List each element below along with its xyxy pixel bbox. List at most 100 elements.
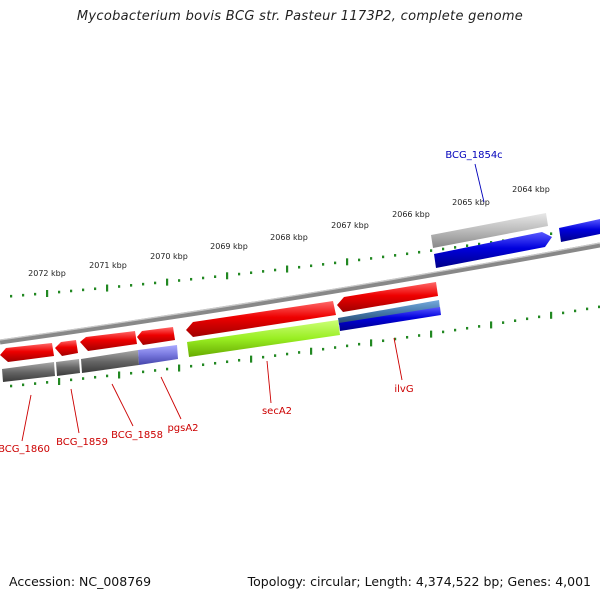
feature-gray-1858[interactable] <box>81 350 139 373</box>
gene-bcg-1854c[interactable] <box>434 232 552 268</box>
leader-line <box>474 163 485 203</box>
leader-line <box>111 383 134 427</box>
minor-tick <box>238 272 241 276</box>
gene-pgsA2[interactable] <box>137 327 175 345</box>
minor-tick <box>382 255 385 259</box>
scale-track: 2072 kbp 2071 kbp 2070 kbp 2069 kbp 2068… <box>10 185 600 388</box>
minor-tick <box>274 354 277 357</box>
scale-label: 2066 kbp <box>392 210 430 219</box>
minor-tick <box>22 293 25 297</box>
minor-tick <box>118 285 121 288</box>
minor-tick <box>34 382 37 385</box>
minor-tick <box>346 344 349 348</box>
feature-gray-1860[interactable] <box>2 362 55 382</box>
major-tick <box>58 378 61 386</box>
gene-label-bcg-1858[interactable]: BCG_1858 <box>111 430 163 441</box>
minor-tick <box>586 307 589 311</box>
minor-tick <box>466 244 469 248</box>
map-title: Mycobacterium bovis BCG str. Pasteur 117… <box>76 9 524 24</box>
minor-tick <box>478 325 481 328</box>
minor-tick <box>382 339 385 343</box>
major-tick <box>106 284 109 292</box>
minor-tick <box>274 268 277 272</box>
major-tick <box>550 311 553 319</box>
scale-label: 2070 kbp <box>150 252 188 261</box>
gene-label-bcg-1859[interactable]: BCG_1859 <box>56 437 108 448</box>
genome-backbone <box>0 242 600 345</box>
feature-gray-1859[interactable] <box>56 359 80 376</box>
scale-label: 2065 kbp <box>452 198 490 207</box>
minor-tick <box>358 342 361 346</box>
minor-tick <box>418 250 421 254</box>
minor-tick <box>322 263 325 266</box>
minor-tick <box>226 360 229 364</box>
major-tick <box>346 258 349 266</box>
minor-tick <box>442 247 445 251</box>
minor-tick <box>10 384 13 388</box>
minor-tick <box>178 279 181 282</box>
minor-tick <box>250 271 253 275</box>
accession-label: Accession: NC_008769 <box>9 574 152 589</box>
scale-label: 2064 kbp <box>512 185 550 194</box>
gene-label-bcg-1860[interactable]: BCG_1860 <box>0 444 50 455</box>
gene-blue-right[interactable] <box>559 219 600 242</box>
major-tick <box>250 355 253 363</box>
minor-tick <box>550 232 553 236</box>
leader-line <box>160 376 182 420</box>
minor-tick <box>202 276 205 280</box>
minor-tick <box>106 374 109 378</box>
minor-tick <box>406 335 409 339</box>
minor-tick <box>334 261 337 265</box>
gene-secA2[interactable] <box>186 301 336 337</box>
feature-green-secA2[interactable] <box>187 320 340 357</box>
minor-tick <box>514 319 517 323</box>
minor-tick <box>94 375 97 379</box>
gene-bcg-1858[interactable] <box>80 331 137 351</box>
feature-blue-ilvG[interactable] <box>339 307 441 331</box>
gene-label-bcg-1854c[interactable]: BCG_1854c <box>445 150 502 161</box>
topology-label: Topology: circular; Length: 4,374,522 bp… <box>247 574 591 589</box>
minor-tick <box>322 347 325 351</box>
gene-label-secA2[interactable]: secA2 <box>262 406 292 417</box>
minor-tick <box>442 330 445 334</box>
major-tick <box>490 321 493 329</box>
minor-tick <box>454 246 457 249</box>
scale-label: 2067 kbp <box>331 221 369 230</box>
gene-label-ilvG[interactable]: ilvG <box>394 384 413 395</box>
scale-label: 2071 kbp <box>89 261 127 270</box>
minor-tick <box>502 321 505 324</box>
leader-line <box>266 360 272 404</box>
minor-tick <box>298 265 301 269</box>
gene-bcg-1854c-shadow[interactable] <box>431 213 548 248</box>
gene-ilvG[interactable] <box>337 282 438 312</box>
feature-steel-ilvG[interactable] <box>338 300 440 325</box>
minor-tick <box>130 371 133 375</box>
minor-tick <box>82 288 85 292</box>
minor-tick <box>70 378 73 382</box>
minor-tick <box>574 309 577 313</box>
minor-tick <box>478 242 481 246</box>
gene-bcg-1860[interactable] <box>0 343 54 362</box>
minor-tick <box>538 315 541 319</box>
major-tick <box>370 339 373 347</box>
minor-tick <box>142 370 145 374</box>
minor-tick <box>298 351 301 354</box>
minor-tick <box>562 311 565 315</box>
leader-line <box>70 388 80 434</box>
minor-tick <box>166 367 169 371</box>
gene-label-pgsA2[interactable]: pgsA2 <box>167 423 198 434</box>
minor-tick <box>22 383 25 387</box>
minor-tick <box>358 258 361 262</box>
minor-tick <box>190 364 193 368</box>
minor-tick <box>34 292 37 296</box>
major-tick <box>46 290 49 298</box>
minor-tick <box>262 355 265 359</box>
minor-tick <box>406 252 409 256</box>
major-tick <box>430 330 433 338</box>
scale-label: 2069 kbp <box>210 242 248 251</box>
feature-purple-pgsA2[interactable] <box>138 345 178 365</box>
leader-line <box>21 394 32 442</box>
major-tick <box>166 278 169 286</box>
gene-bcg-1859[interactable] <box>55 340 78 356</box>
